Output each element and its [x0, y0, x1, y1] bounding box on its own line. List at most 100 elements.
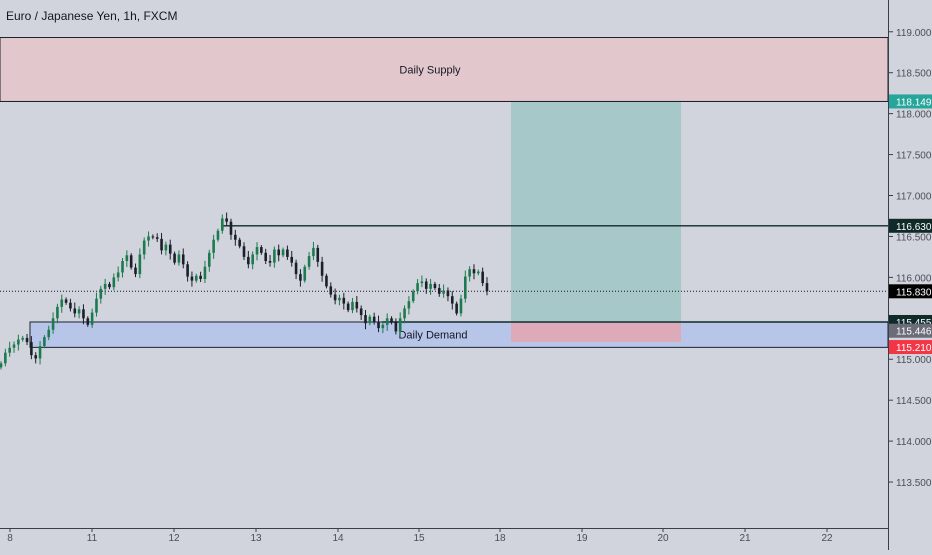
profit-target-area[interactable]	[511, 101, 681, 323]
candle-body	[142, 240, 146, 255]
candle-body	[51, 318, 55, 330]
candle-body	[442, 290, 445, 294]
time-tick-label: 21	[739, 533, 751, 544]
candle-body	[372, 316, 376, 322]
candle-body	[320, 261, 324, 276]
candle-body	[47, 329, 51, 338]
price-badge-label: 115.446	[896, 327, 932, 338]
candle-body	[260, 247, 263, 253]
candle-body	[355, 301, 359, 309]
candle-body	[277, 249, 281, 256]
candle-body	[17, 339, 20, 345]
price-axis[interactable]: 113.500114.000114.500115.000115.500116.0…	[888, 0, 932, 550]
stop-loss-area[interactable]	[511, 322, 681, 343]
position-tool[interactable]	[511, 101, 681, 343]
candle-body	[485, 283, 489, 292]
candle-body	[95, 298, 98, 313]
candle-body	[294, 262, 298, 275]
candle-body	[86, 318, 90, 325]
candle-body	[155, 237, 159, 239]
candle-body	[238, 239, 241, 247]
price-tick-label: 118.500	[896, 69, 932, 80]
time-tick-label: 20	[657, 533, 669, 544]
price-axis-background	[888, 0, 932, 550]
candle-body	[25, 337, 29, 343]
candle-body	[177, 254, 181, 263]
price-tick-label: 116.500	[896, 232, 932, 243]
price-badge-entry	[889, 323, 932, 338]
price-badge-label: 118.149	[896, 97, 932, 108]
price-badge-stop	[889, 340, 932, 355]
candle-body	[273, 249, 276, 263]
candle-body	[264, 252, 267, 262]
candle-body	[286, 249, 289, 257]
candle-body	[307, 256, 311, 267]
time-tick-label: 12	[168, 533, 180, 544]
candle-body	[82, 309, 85, 319]
price-badge-current	[889, 284, 932, 299]
candle-body	[481, 271, 484, 284]
candle-body	[173, 253, 176, 263]
candle-body	[312, 247, 315, 257]
price-tick-label: 119.000	[896, 28, 932, 39]
price-badge-label: 116.630	[896, 222, 932, 233]
time-tick-label: 8	[7, 533, 13, 544]
candle-body	[194, 275, 198, 281]
candle-body	[99, 288, 103, 299]
time-tick-label: 19	[576, 533, 588, 544]
candle-body	[225, 218, 228, 222]
candle-body	[303, 266, 307, 281]
price-tick-label: 115.000	[896, 355, 932, 366]
candle-body	[359, 308, 363, 316]
candle-body	[4, 352, 7, 364]
candle-body	[147, 236, 150, 241]
candle-body	[394, 322, 398, 332]
candle-body	[30, 342, 33, 356]
candle-body	[251, 254, 254, 265]
candle-body	[450, 296, 454, 304]
supply-zone[interactable]	[0, 37, 889, 102]
candle-body	[351, 301, 354, 311]
candle-body	[424, 281, 428, 289]
candle-body	[151, 236, 155, 238]
candle-body	[268, 261, 272, 263]
candle-body	[464, 276, 467, 299]
price-badge-label: 115.455	[896, 318, 932, 329]
candle-body	[203, 266, 207, 280]
price-badge-level	[889, 218, 932, 233]
time-tick-label: 13	[250, 533, 262, 544]
candle-body	[21, 337, 24, 340]
candle-body	[64, 299, 68, 303]
time-axis[interactable]: 8 11 12 13 14 15 18 19 20 21 22	[0, 528, 888, 544]
price-badge-target	[889, 94, 932, 109]
candle-body	[221, 218, 224, 231]
candle-body	[420, 281, 424, 284]
candle-body	[433, 283, 437, 289]
candle-body	[116, 272, 120, 278]
candle-body	[411, 291, 415, 302]
candle-body	[190, 276, 194, 281]
candle-body	[103, 283, 107, 289]
candle-body	[377, 321, 380, 329]
candle-body	[212, 239, 215, 253]
candle-body	[477, 271, 480, 274]
price-tick-label: 117.000	[896, 192, 932, 203]
price-tick-label: 116.000	[896, 273, 932, 284]
candle-body	[468, 269, 471, 277]
price-tick-label: 114.500	[896, 396, 932, 407]
candle-body	[69, 302, 72, 309]
time-tick-label: 11	[87, 533, 98, 544]
candle-body	[168, 244, 172, 254]
candle-body	[429, 283, 432, 289]
candle-body	[316, 247, 320, 262]
candle-body	[121, 261, 124, 273]
candle-body	[242, 246, 246, 257]
candle-body	[459, 298, 463, 314]
candle-body	[437, 288, 441, 294]
candle-body	[0, 363, 3, 368]
candle-body	[342, 297, 346, 304]
time-tick-label: 15	[413, 533, 425, 544]
